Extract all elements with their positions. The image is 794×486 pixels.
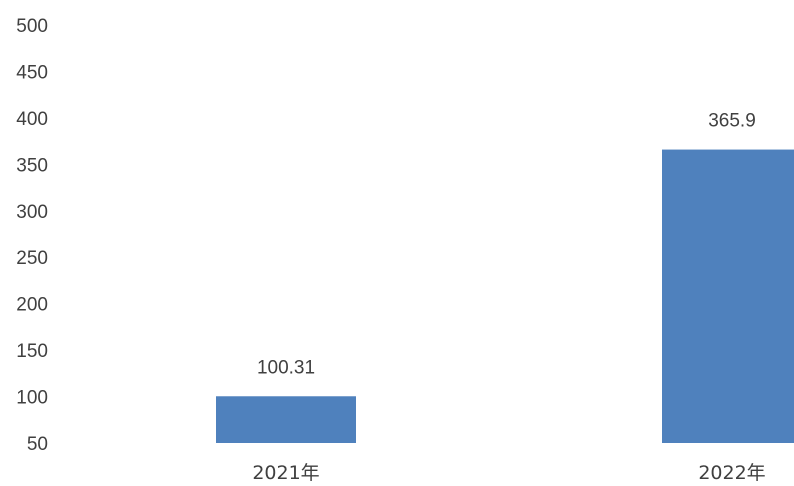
y-tick-label: 150: [16, 341, 48, 362]
data-label: 100.31: [257, 357, 315, 378]
y-tick-label: 300: [16, 202, 48, 223]
y-axis: 500 450 400 350 300 250 200 150 100 50: [16, 16, 48, 455]
y-tick-label: 250: [16, 248, 48, 269]
data-labels: 100.31 365.9: [257, 111, 756, 379]
x-tick-label: 2022年: [698, 462, 765, 484]
y-tick-label: 400: [16, 109, 48, 130]
y-tick-label: 100: [16, 388, 48, 409]
y-tick-label: 200: [16, 295, 48, 316]
x-tick-label: 2021年: [252, 462, 319, 484]
data-label: 365.9: [708, 111, 756, 132]
y-tick-label: 350: [16, 155, 48, 176]
bar: [662, 149, 794, 443]
x-axis: 2021年 2022年: [252, 462, 765, 484]
bar: [216, 396, 356, 443]
bars: [216, 149, 794, 443]
y-tick-label: 50: [27, 434, 48, 455]
y-tick-label: 450: [16, 62, 48, 83]
y-tick-label: 500: [16, 16, 48, 37]
